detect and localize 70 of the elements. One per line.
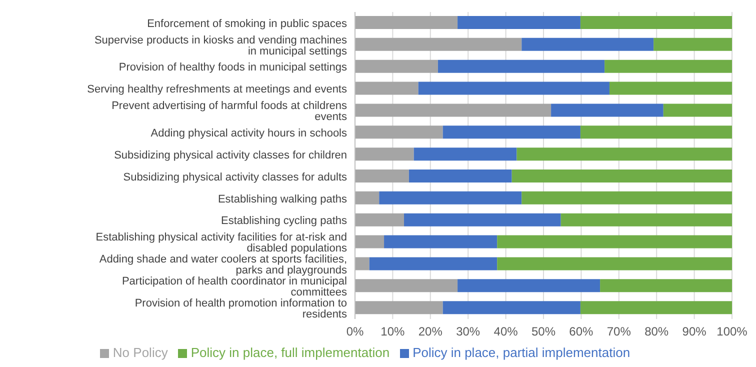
x-tick-label: 30% xyxy=(456,324,480,339)
bar xyxy=(355,126,443,139)
bar xyxy=(355,104,552,117)
x-tick-label: 60% xyxy=(569,324,594,339)
bar xyxy=(580,126,732,139)
bar xyxy=(442,301,580,314)
bar xyxy=(355,257,370,270)
bar xyxy=(355,38,522,51)
bar xyxy=(355,60,438,73)
legend-label: Policy in place, full implementation xyxy=(190,345,390,360)
bar xyxy=(580,301,732,314)
bar xyxy=(458,279,600,292)
x-tick-label: 40% xyxy=(494,324,518,339)
y-tick-label: Enforcement of smoking in public spaces xyxy=(147,18,348,30)
x-tick-label: 80% xyxy=(644,324,669,339)
bar xyxy=(663,104,732,117)
bar xyxy=(418,82,610,95)
bar xyxy=(355,279,458,292)
y-tick-label: Establishing walking paths xyxy=(218,193,348,206)
bar xyxy=(497,257,732,270)
x-tick-label: 0% xyxy=(346,324,364,339)
bar xyxy=(355,213,404,226)
bar xyxy=(355,82,418,95)
bar xyxy=(497,235,732,248)
y-tick-label: Subsidizing physical activity classes for adults xyxy=(123,171,348,184)
legend-label: Policy in place, partial implementation xyxy=(412,345,630,360)
bar xyxy=(600,279,732,292)
bar xyxy=(355,191,380,204)
bar xyxy=(551,104,664,117)
y-tick-label: Establishing physical activity facilities for at-risk and disabled populations xyxy=(96,232,348,255)
bar xyxy=(355,235,384,248)
x-tick-label: 90% xyxy=(682,324,707,339)
bar xyxy=(355,16,458,29)
bar xyxy=(580,16,732,29)
bar xyxy=(355,170,409,182)
y-tick-label: Participation of health coordinator in municipal committees xyxy=(122,276,348,299)
bar xyxy=(522,38,654,51)
y-tick-label: Subsidizing physical activity classes for children xyxy=(114,149,347,162)
bar xyxy=(355,301,443,314)
y-tick-label: Provision of health promotion information to residents xyxy=(134,297,348,320)
bar xyxy=(369,257,498,270)
y-tick-label: Serving healthy refreshments at meetings and events xyxy=(87,84,348,96)
legend-label: No Policy xyxy=(112,345,168,360)
bar xyxy=(560,213,732,226)
y-tick-label: Supervise products in kiosks and vending machines in municipal settings xyxy=(94,34,348,58)
bar xyxy=(408,170,512,182)
y-tick-label: Prevent advertising of harmful foods at childrens events xyxy=(112,100,348,124)
bar xyxy=(414,148,517,161)
bar xyxy=(512,170,732,182)
x-tick-label: 20% xyxy=(418,324,443,339)
x-tick-label: 100% xyxy=(716,324,748,339)
bar xyxy=(604,60,732,73)
y-tick-label: Establishing cycling paths xyxy=(221,215,348,228)
bar xyxy=(609,82,732,95)
x-tick-label: 50% xyxy=(531,324,556,339)
bar xyxy=(384,235,498,248)
y-tick-label: Adding shade and water coolers at sports facilities, parks and playgrounds xyxy=(99,254,348,277)
bar xyxy=(516,148,732,161)
y-tick-label: Provision of healthy foods in municipal settings xyxy=(118,62,348,74)
bar xyxy=(442,126,580,139)
bar xyxy=(404,213,561,226)
bar xyxy=(522,191,732,204)
y-tick-label: Adding physical activity hours in schools xyxy=(150,128,348,140)
x-tick-label: 10% xyxy=(380,324,406,339)
bar xyxy=(654,38,732,51)
x-tick-label: 70% xyxy=(606,324,632,339)
bar xyxy=(438,60,605,73)
bar xyxy=(458,16,580,29)
bar xyxy=(379,191,522,204)
bar xyxy=(355,148,414,161)
